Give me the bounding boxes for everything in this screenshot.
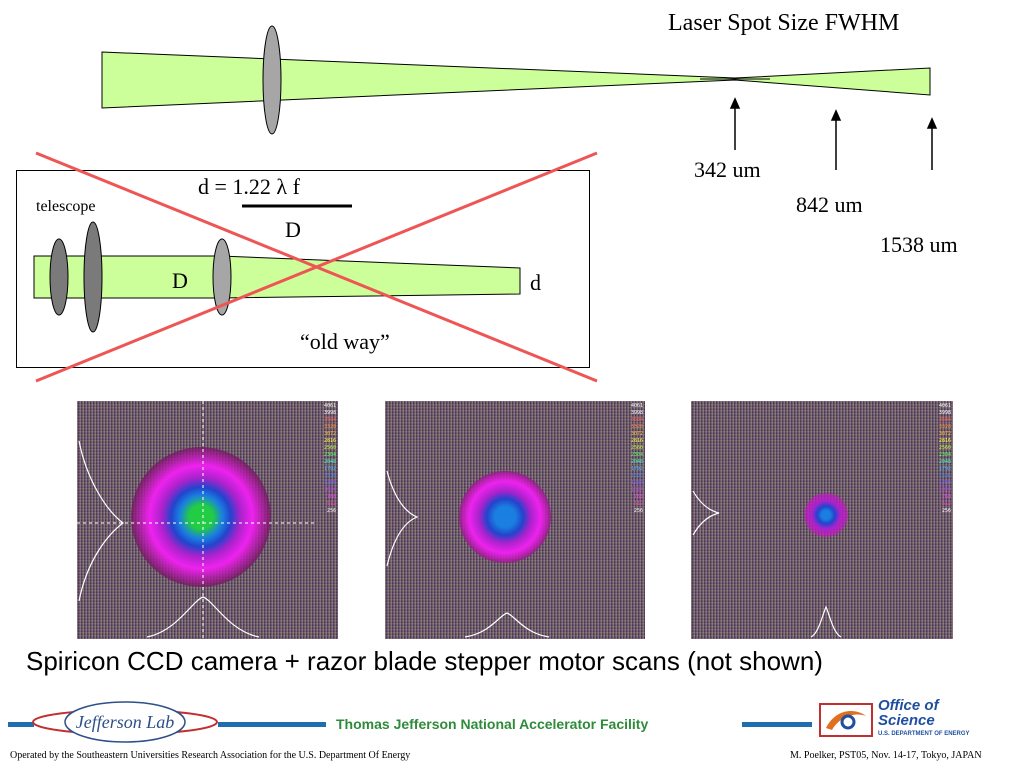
slide-title: Laser Spot Size FWHM xyxy=(668,10,900,36)
formula-numerator: d = 1.22 λ f xyxy=(198,174,300,199)
strike-line-2 xyxy=(35,151,598,383)
ccd-scale-tick: 256 xyxy=(633,508,643,514)
telescope-lens-small xyxy=(49,238,69,316)
ccd-scale-tick: 1536 xyxy=(630,473,643,479)
spot-arrows xyxy=(729,97,938,170)
office-line-1: Office of xyxy=(878,697,939,714)
ccd-scale-tick: 2560 xyxy=(938,445,951,451)
ccd-scale-tick: 3328 xyxy=(938,424,951,430)
ccd-scale-tick: 3584 xyxy=(323,417,336,423)
ccd-scale-tick: 4061 xyxy=(323,403,336,409)
figure-caption: Spiricon CCD camera + razor blade steppe… xyxy=(26,646,823,676)
ccd-profile-1 xyxy=(77,401,317,639)
spot-size-label-3: 1538 um xyxy=(880,232,958,257)
focusing-lens xyxy=(262,25,282,135)
ccd-scale-tick: 1792 xyxy=(323,466,336,472)
focusing-lens-old xyxy=(212,238,232,316)
ccd-scale-tick: 2304 xyxy=(630,452,643,458)
footer-organization: Thomas Jefferson National Accelerator Fa… xyxy=(336,716,649,732)
footer-right-note: M. Poelker, PST05, Nov. 14-17, Tokyo, JA… xyxy=(790,750,982,761)
ccd-scale-tick: 2816 xyxy=(323,438,336,444)
ccd-scale-tick: 768 xyxy=(633,494,643,500)
ccd-scale-tick: 512 xyxy=(326,501,336,507)
ccd-scale-tick: 2048 xyxy=(630,459,643,465)
ccd-scale-tick: 1536 xyxy=(323,473,336,479)
jefferson-lab-logo: Jefferson Lab xyxy=(32,701,218,743)
beam-profile xyxy=(101,51,931,109)
ccd-scale-tick: 1024 xyxy=(938,487,951,493)
ccd-profile-2 xyxy=(386,470,550,638)
ccd-scale-tick: 3998 xyxy=(630,410,643,416)
ccd-scale-tick: 3072 xyxy=(630,431,643,437)
ccd-image-medium-spot: 4061 3998 3584 3328 3072 2816 2560 2304 2048 1792… xyxy=(385,401,645,639)
ccd-scale-tick: 2304 xyxy=(938,452,951,458)
ccd-scale-tick: 3072 xyxy=(938,431,951,437)
ccd-scale-tick: 4061 xyxy=(630,403,643,409)
ccd-scale-tick: 3584 xyxy=(630,417,643,423)
ccd-scale-tick: 768 xyxy=(941,494,951,500)
ccd-scale-tick: 3998 xyxy=(323,410,336,416)
footer-bar-middle xyxy=(218,722,326,727)
ccd-scale-tick: 256 xyxy=(326,508,336,514)
ccd-scale-tick: 512 xyxy=(633,501,643,507)
ccd-scale-tick: 2304 xyxy=(323,452,336,458)
beam-diameter-label: D xyxy=(172,268,188,293)
ccd-scale-tick: 3072 xyxy=(323,431,336,437)
ccd-scale-tick: 1280 xyxy=(323,480,336,486)
ccd-scale-tick: 768 xyxy=(326,494,336,500)
spot-size-label-2: 842 um xyxy=(796,192,863,217)
spot-size-label-1: 342 um xyxy=(694,157,761,182)
ccd-scale-tick: 1280 xyxy=(938,480,951,486)
ccd-scale-tick: 1792 xyxy=(938,466,951,472)
ccd-scale-tick: 1792 xyxy=(630,466,643,472)
ccd-image-small-spot: 4061 3998 3584 3328 3072 2816 2560 2304 2048 1792… xyxy=(691,401,953,639)
ccd-scale-2: 4061 3998 3584 3328 3072 2816 2560 2304 2048 1792… xyxy=(629,403,643,515)
spot-diameter-label: d xyxy=(530,270,541,295)
ccd-scale-tick: 2048 xyxy=(323,459,336,465)
ccd-scale-tick: 3584 xyxy=(938,417,951,423)
ccd-scale-tick: 3328 xyxy=(630,424,643,430)
ccd-scale-tick: 1280 xyxy=(630,480,643,486)
old-way-diagram xyxy=(33,151,598,383)
telescope-label: telescope xyxy=(36,198,96,215)
footer-bar-left xyxy=(8,722,34,727)
ccd-scale-tick: 2560 xyxy=(630,445,643,451)
ccd-scale-tick: 256 xyxy=(941,508,951,514)
footer-bar-right xyxy=(742,722,812,727)
office-of-science-logo: Office of Science U.S. DEPARTMENT OF ENE… xyxy=(818,698,1008,744)
ccd-scale-1: 4061 3998 3584 3328 3072 2816 2560 2304 2048 1792… xyxy=(322,403,336,515)
ccd-scale-tick: 1024 xyxy=(630,487,643,493)
ccd-scale-tick: 2560 xyxy=(323,445,336,451)
ccd-scale-tick: 2816 xyxy=(630,438,643,444)
old-way-caption: “old way” xyxy=(300,329,390,354)
ccd-scale-tick: 1536 xyxy=(938,473,951,479)
office-line-2: Science xyxy=(878,712,935,729)
formula-denominator: D xyxy=(285,217,301,242)
telescope-beam xyxy=(33,255,521,299)
ccd-scale-tick: 3998 xyxy=(938,410,951,416)
ccd-profile-3 xyxy=(692,490,842,638)
ccd-scale-3: 4061 3998 3584 3328 3072 2816 2560 2304 2048 1792… xyxy=(937,403,951,515)
ccd-scale-tick: 2816 xyxy=(938,438,951,444)
focusing-beam-diagram xyxy=(101,25,938,170)
ccd-scale-tick: 512 xyxy=(941,501,951,507)
ccd-scale-tick: 2048 xyxy=(938,459,951,465)
svg-text:Jefferson Lab: Jefferson Lab xyxy=(76,712,175,732)
doe-swirl-icon xyxy=(819,703,873,737)
ccd-scale-tick: 1024 xyxy=(323,487,336,493)
ccd-scale-tick: 4061 xyxy=(938,403,951,409)
ccd-scale-tick: 3328 xyxy=(323,424,336,430)
footer-left-note: Operated by the Southeastern Universitie… xyxy=(10,750,411,761)
ccd-image-large-spot: 4061 3998 3584 3328 3072 2816 2560 2304 2048 1792… xyxy=(77,401,338,639)
telescope-lens-large xyxy=(83,221,103,333)
office-line-3: U.S. DEPARTMENT OF ENERGY xyxy=(878,731,970,737)
